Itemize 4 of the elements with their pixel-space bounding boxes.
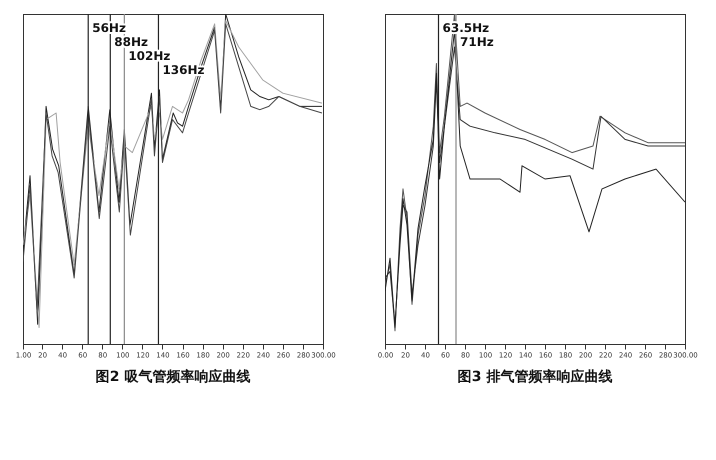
text: 图2 吸气管频率响应曲线 [96,368,250,385]
ref-line-label: 71Hz [460,35,494,49]
text: 图3 排气管频率响应曲线 [458,368,612,385]
ref-line-label: 88Hz [114,35,148,49]
